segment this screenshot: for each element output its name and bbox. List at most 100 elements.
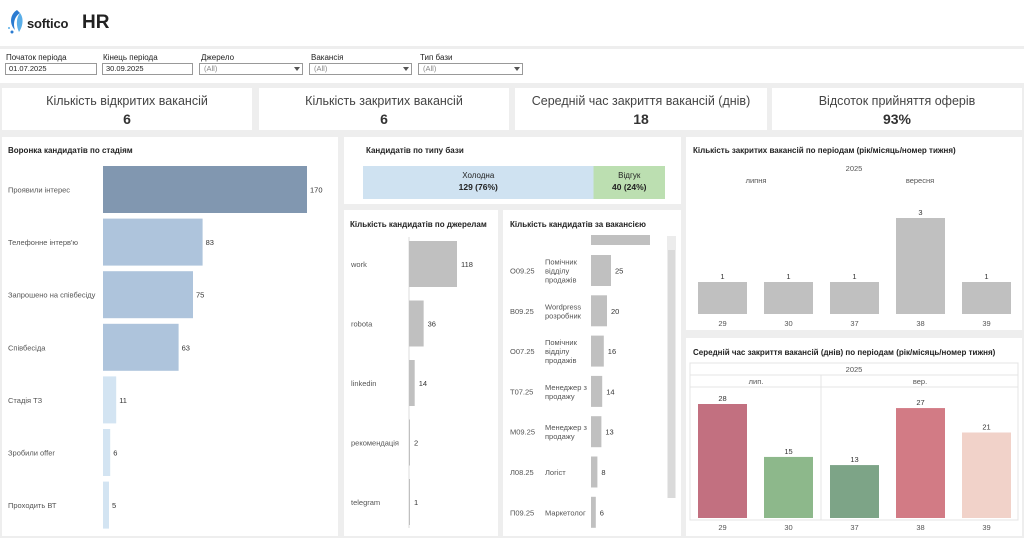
- closed-bar: [830, 282, 879, 314]
- vacancies-value-label: 16: [608, 347, 616, 356]
- chevron-down-icon: [403, 67, 409, 71]
- softico-logo-icon: [6, 8, 28, 36]
- vacancies-panel: Кількість кандидатів за вакансією О09.25…: [503, 210, 681, 536]
- closed-value-label: 3: [918, 208, 922, 217]
- vacancies-name-label: Помічник відділу продажів: [545, 338, 578, 365]
- funnel-category-label: Проявили інтерес: [8, 186, 70, 195]
- vacancies-name-label: Менеджер з продажу: [545, 383, 587, 401]
- page-title: HR: [82, 12, 110, 33]
- funnel-category-label: Проходить ВТ: [8, 501, 57, 510]
- funnel-category-label: Стадія ТЗ: [8, 396, 43, 405]
- vacancies-chart: О09.25 Помічник відділу продажів 25 В09.25 Wor…: [510, 235, 650, 528]
- sources-value-label: 118: [461, 260, 473, 269]
- closed-tick-label: 30: [784, 319, 792, 328]
- vacancies-code-label: О09.25: [510, 267, 535, 276]
- sources-category-label: рекомендація: [351, 439, 399, 448]
- start-date-input[interactable]: 01.07.2025: [5, 63, 97, 75]
- vacancies-name-label: Менеджер з продажу: [545, 423, 587, 441]
- vacancies-bar: [591, 255, 611, 286]
- sources-title: Кількість кандидатів по джерелам: [350, 220, 487, 229]
- kpi-avg-close-time: Середній час закриття вакансій (днів) 18: [515, 88, 767, 130]
- avg-frame: [689, 362, 1019, 521]
- kpi-title: Середній час закриття вакансій (днів): [531, 94, 751, 108]
- kpi-title: Кількість закритих вакансій: [305, 94, 463, 108]
- kpi-title: Відсоток прийняття оферів: [818, 94, 976, 108]
- end-date-input[interactable]: 30.09.2025: [102, 63, 193, 75]
- vacancies-name-label: Wordpress розробник: [545, 302, 582, 320]
- sources-category-label: linkedin: [351, 379, 376, 388]
- avg-close-time-title: Середній час закриття вакансій (днів) по…: [693, 348, 996, 357]
- avg-tick-label: 39: [982, 523, 990, 532]
- start-date-label: Початок періода: [6, 53, 67, 62]
- closed-tick-label: 37: [850, 319, 858, 328]
- funnel-bar: [103, 218, 203, 266]
- base-type-segment-name: Відгук: [618, 171, 641, 180]
- base-type-title: Кандидатів по типу бази: [366, 146, 464, 155]
- funnel-value-label: 6: [113, 449, 117, 458]
- avg-bar: [830, 465, 879, 518]
- vacancies-bar: [591, 496, 596, 528]
- base-type-panel: Кандидатів по типу бази Холодна 129 (76%)…: [344, 137, 681, 204]
- vacancies-value-label: 20: [611, 307, 619, 316]
- base-type-segment-label: 129 (76%): [459, 182, 498, 192]
- base-type-segment: [363, 166, 594, 199]
- funnel-value-label: 5: [112, 501, 116, 510]
- funnel-bar: [103, 481, 109, 529]
- kpi-value: 93%: [882, 111, 912, 127]
- vacancies-value-label: 8: [601, 468, 605, 477]
- base-type-filter-select[interactable]: (All): [418, 63, 523, 75]
- funnel-value-label: 75: [196, 291, 204, 300]
- sources-category-label: telegram: [351, 498, 380, 507]
- avg-tick-label: 29: [718, 523, 726, 532]
- funnel-category-label: Запрошено на співбесіду: [8, 291, 96, 300]
- funnel-bar: [103, 166, 307, 213]
- funnel-panel: Воронка кандидатів по стадіям Проявили і…: [2, 137, 338, 536]
- sources-bar: [409, 300, 424, 347]
- avg-value-label: 15: [784, 447, 792, 456]
- funnel-value-label: 11: [119, 396, 127, 405]
- vacancies-scrollbar[interactable]: [667, 236, 676, 498]
- closed-bar: [962, 282, 1011, 314]
- closed-by-period-chart: 2025 липня вересня 1 29 1 30 1 37 3 38 1 39: [698, 164, 1011, 328]
- sources-chart: work 118 robota 36 linkedin 14 рекомендація 2 te…: [350, 237, 473, 528]
- vacancies-bar: [591, 335, 604, 367]
- vacancies-value-label: 14: [606, 387, 614, 396]
- avg-month-label: лип.: [749, 377, 764, 386]
- vacancies-bar: [591, 375, 603, 407]
- closed-bar: [698, 282, 747, 314]
- closed-by-period-panel: Кількість закритих вакансій по періодам …: [686, 137, 1022, 330]
- avg-bar: [764, 456, 813, 518]
- funnel-value-label: 170: [310, 186, 323, 195]
- kpi-value: 18: [633, 111, 649, 127]
- sources-value-label: 14: [419, 379, 427, 388]
- kpi-closed-vacancies: Кількість закритих вакансій 6: [259, 88, 509, 130]
- sources-value-label: 36: [428, 320, 436, 329]
- source-filter-value: (All): [204, 64, 218, 73]
- avg-tick-label: 30: [784, 523, 792, 532]
- source-filter-label: Джерело: [201, 53, 235, 62]
- closed-bar: [896, 218, 945, 314]
- funnel-value-label: 63: [182, 343, 190, 352]
- base-type-chart: Холодна 129 (76%) Відгук 40 (24%): [363, 166, 665, 199]
- sources-panel: Кількість кандидатів по джерелам work 118…: [344, 210, 498, 536]
- sources-value-label: 2: [414, 439, 418, 448]
- base-type-filter-label: Тип бази: [420, 53, 453, 62]
- avg-year-label: 2025: [846, 365, 863, 374]
- base-type-segment-name: Холодна: [462, 171, 495, 180]
- vacancies-name-label: Маркетолог: [545, 508, 586, 517]
- source-filter-select[interactable]: (All): [199, 63, 303, 75]
- vacancies-bar: [591, 456, 598, 488]
- chevron-down-icon: [294, 67, 300, 71]
- vacancy-filter-select[interactable]: (All): [309, 63, 412, 75]
- vacancies-code-label: Т07.25: [510, 387, 533, 396]
- funnel-bar: [103, 429, 111, 476]
- closed-value-label: 1: [720, 272, 724, 281]
- closed-value-label: 1: [984, 272, 988, 281]
- avg-value-label: 28: [718, 394, 726, 403]
- closed-value-label: 1: [786, 272, 790, 281]
- sources-bar: [409, 479, 410, 525]
- scrollbar-thumb[interactable]: [668, 250, 675, 498]
- vacancies-code-label: В09.25: [510, 307, 534, 316]
- vacancies-bar: [591, 295, 607, 327]
- logo-text: softico: [27, 16, 69, 31]
